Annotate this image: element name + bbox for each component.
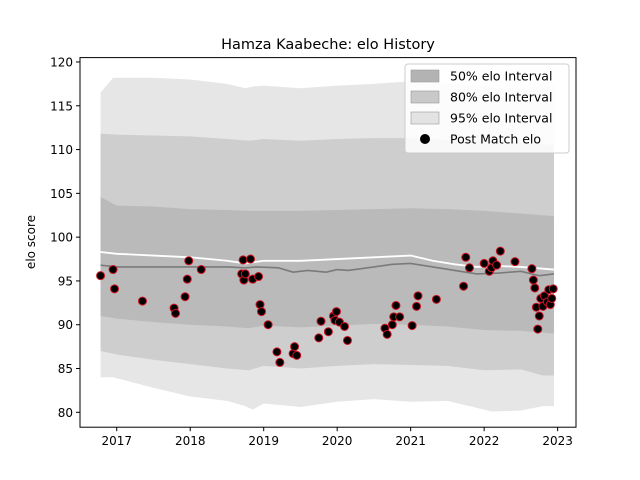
x-axis-ticks: 2017 2018 2019 2020 2021 2022 2023	[101, 427, 573, 448]
post-match-elo-point	[548, 284, 558, 294]
y-axis-label: elo score	[24, 215, 38, 269]
legend: 50% elo Interval 80% elo Interval 95% elo …	[404, 63, 570, 154]
post-match-elo-point	[527, 264, 537, 274]
legend-swatch	[410, 111, 440, 125]
post-match-elo-point	[184, 256, 194, 266]
post-match-elo-point	[272, 347, 282, 357]
post-match-elo-point	[342, 335, 352, 345]
y-tick-label: 120	[50, 55, 73, 69]
legend-frame	[404, 63, 570, 154]
median-elo-line	[100, 262, 555, 277]
x-tick-label: 2019	[248, 434, 279, 448]
post-match-elo-point	[292, 350, 302, 360]
post-match-elo-point	[510, 257, 520, 267]
x-tick-label: 2022	[469, 434, 500, 448]
y-axis-ticks: 80 85 90 95 100 105 110 115 120	[50, 55, 80, 420]
legend-marker	[420, 134, 430, 144]
y-tick-label: 90	[58, 318, 73, 332]
post-match-elo-point	[534, 311, 544, 321]
post-match-elo-point	[238, 255, 248, 265]
post-match-elo-point	[96, 271, 106, 281]
interval-bands	[100, 77, 554, 412]
plot-frame	[79, 57, 577, 428]
post-match-elo-point	[171, 308, 181, 318]
post-match-elo-point	[387, 320, 397, 330]
post-match-elo-point	[182, 274, 192, 284]
post-match-elo-point	[314, 333, 324, 343]
post-match-elo-point	[110, 284, 120, 294]
post-match-elo-point	[395, 312, 405, 322]
post-match-elo-point	[547, 293, 557, 303]
post-match-elo-point	[275, 357, 285, 367]
x-tick-label: 2023	[542, 434, 573, 448]
post-match-elo-point	[340, 321, 350, 331]
legend-swatch	[410, 69, 440, 83]
post-match-elo-point	[331, 307, 341, 317]
post-match-elo-point	[290, 342, 300, 352]
post-match-elo-point	[431, 294, 441, 304]
post-match-elo-point	[479, 258, 489, 268]
y-tick-label: 95	[58, 274, 73, 288]
y-tick-label: 100	[50, 231, 73, 245]
legend-label: 50% elo Interval	[450, 69, 552, 84]
post-match-elo-point	[412, 301, 422, 311]
legend-swatch	[410, 90, 440, 104]
post-match-elo-point	[137, 296, 147, 306]
post-match-elo-point	[413, 291, 423, 301]
y-tick-label: 85	[58, 362, 73, 376]
trend-lines	[100, 251, 555, 277]
post-match-elo-point	[382, 329, 392, 339]
post-match-elo-point	[492, 260, 502, 270]
post-match-elo-point	[533, 324, 543, 334]
x-tick-label: 2020	[322, 434, 353, 448]
post-match-elo-point	[196, 265, 206, 275]
post-match-elo-point	[464, 263, 474, 273]
y-tick-label: 80	[58, 406, 73, 420]
post-match-elo-point	[263, 320, 273, 330]
post-match-elo-point	[180, 292, 190, 302]
post-match-elo-point	[530, 283, 540, 293]
post-match-elo-point	[245, 254, 255, 264]
post-match-elo-point	[461, 252, 471, 262]
x-tick-label: 2017	[101, 434, 132, 448]
post-match-elo-point	[528, 275, 538, 285]
post-match-elo-point	[254, 272, 264, 282]
post-match-elo-point	[407, 321, 417, 331]
post-match-elo-point	[495, 246, 505, 256]
post-match-elo-point	[316, 316, 326, 326]
legend-label: 95% elo Interval	[450, 111, 552, 126]
mean-elo-line	[100, 251, 555, 271]
post-match-points	[96, 246, 558, 367]
legend-label: Post Match elo	[450, 132, 541, 147]
chart-title: Hamza Kaabeche: elo History	[221, 37, 435, 53]
y-tick-label: 115	[50, 99, 73, 113]
y-tick-label: 110	[50, 143, 73, 157]
post-match-elo-point	[240, 269, 250, 279]
post-match-elo-point	[257, 307, 266, 317]
post-match-elo-point	[323, 327, 333, 337]
legend-label: 80% elo Interval	[450, 90, 552, 105]
post-match-elo-point	[108, 265, 118, 275]
post-match-elo-point	[459, 281, 469, 291]
x-tick-label: 2021	[395, 434, 426, 448]
x-tick-label: 2018	[175, 434, 206, 448]
y-tick-label: 105	[50, 187, 73, 201]
post-match-elo-point	[391, 300, 401, 310]
